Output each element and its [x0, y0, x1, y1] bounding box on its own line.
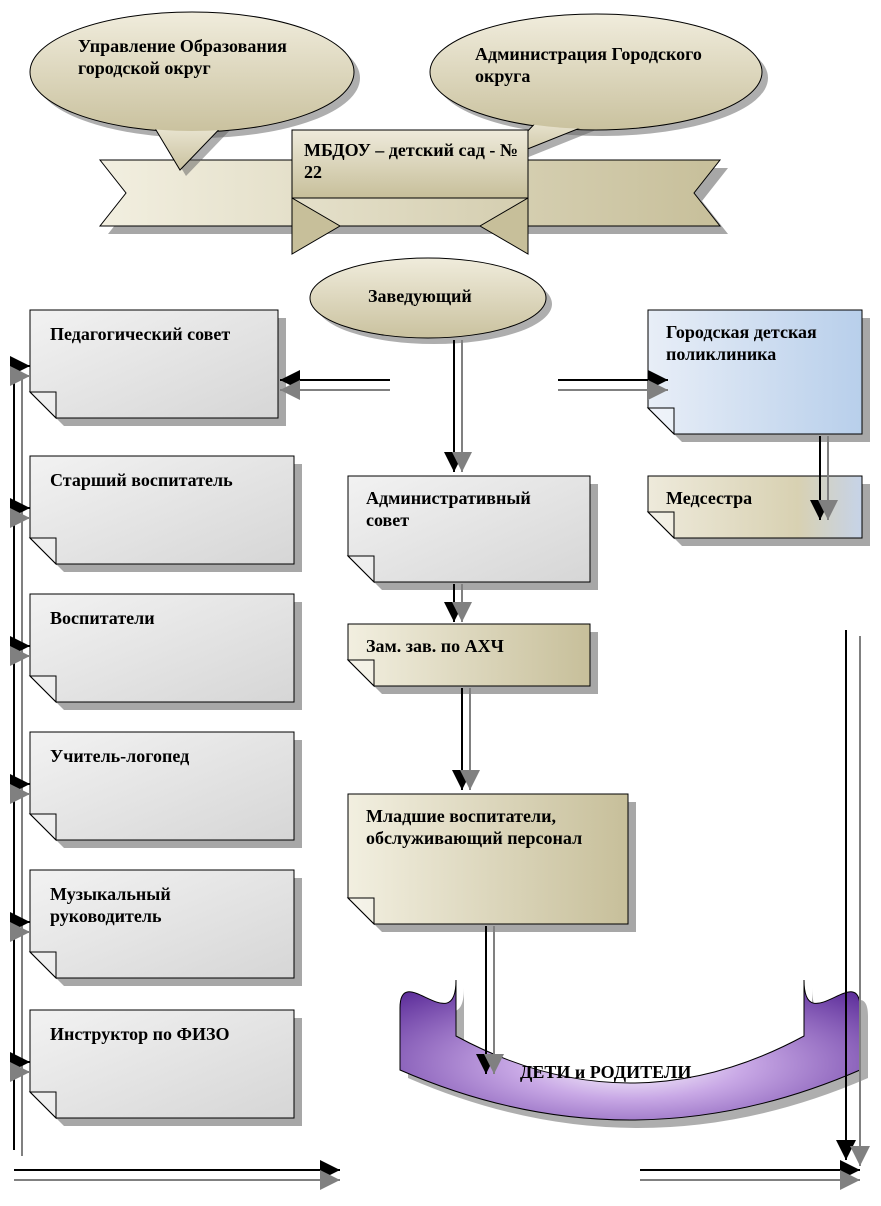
- bottom-ribbon-text: ДЕТИ и РОДИТЕЛИ: [520, 1062, 780, 1084]
- note-mlad-text: Младшие воспитатели, обслуживающий персо…: [366, 806, 616, 849]
- note-poly-text: Городская детская поликлиника: [666, 322, 850, 365]
- note-ped-text: Педагогический совет: [50, 324, 268, 346]
- note-ahch-text: Зам. зав. по АХЧ: [366, 636, 578, 658]
- bubble-upr-text: Управление Образования городской округ: [78, 36, 308, 79]
- note-starv-text: Старший воспитатель: [50, 470, 284, 492]
- note-logo-text: Учитель-логопед: [50, 746, 284, 768]
- diagram-stage: Управление Образования городской округ Ад…: [0, 0, 881, 1206]
- bubble-admin-text: Администрация Городского округа: [475, 44, 735, 87]
- note-fizo-text: Инструктор по ФИЗО: [50, 1024, 284, 1046]
- note-nurse-text: Медсестра: [666, 488, 850, 510]
- note-muz-text: Музыкальный руководитель: [50, 884, 284, 927]
- title-text: МБДОУ – детский сад - № 22: [304, 140, 520, 183]
- note-vosp-text: Воспитатели: [50, 608, 284, 630]
- director-text: Заведующий: [368, 286, 498, 308]
- note-admsov-text: Административный совет: [366, 488, 578, 531]
